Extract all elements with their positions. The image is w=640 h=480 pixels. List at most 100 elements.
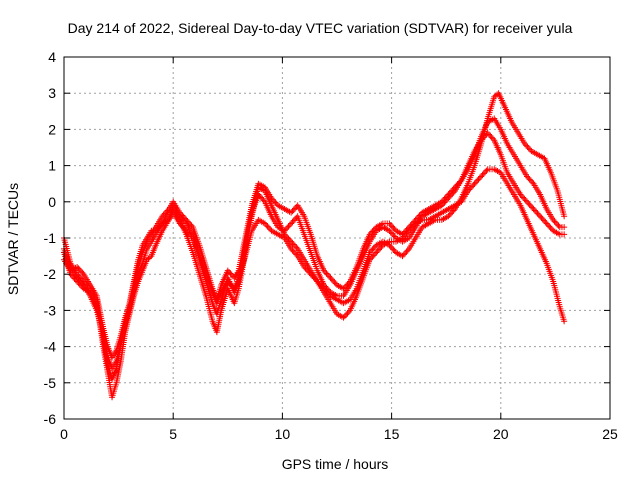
data-point <box>176 220 183 227</box>
data-point <box>226 269 233 276</box>
data-point <box>307 271 314 278</box>
data-point <box>404 225 411 232</box>
data-point <box>302 265 309 272</box>
data-point <box>403 248 410 255</box>
data-point <box>476 174 483 181</box>
data-point <box>527 177 534 184</box>
data-point <box>290 206 297 213</box>
data-point <box>524 143 531 150</box>
data-point <box>529 204 536 211</box>
y-tick-label: 4 <box>48 49 56 65</box>
data-point <box>551 218 558 225</box>
data-point <box>327 274 334 281</box>
data-point <box>445 195 452 202</box>
data-point <box>389 223 396 230</box>
data-point <box>446 193 453 200</box>
data-point <box>259 195 266 202</box>
data-point <box>552 219 559 226</box>
data-point <box>561 213 568 220</box>
data-point <box>547 224 554 231</box>
data-point <box>546 223 553 230</box>
y-tick-label: 0 <box>48 194 56 210</box>
data-point <box>369 246 376 253</box>
y-tick-label: -6 <box>44 411 57 427</box>
data-point <box>255 191 262 198</box>
data-point <box>303 266 310 273</box>
y-tick-label: -1 <box>44 230 57 246</box>
data-point <box>533 208 540 215</box>
y-tick-label: -2 <box>44 266 57 282</box>
data-point <box>79 280 86 287</box>
data-point <box>483 167 490 174</box>
data-point <box>286 221 293 228</box>
data-point <box>178 214 185 221</box>
data-point <box>387 221 394 228</box>
data-point <box>441 199 448 206</box>
data-point <box>324 271 331 278</box>
x-axis-label: GPS time / hours <box>281 456 389 472</box>
data-point <box>271 198 278 205</box>
data-point <box>408 221 415 228</box>
data-point <box>288 209 295 216</box>
data-point <box>323 270 330 277</box>
data-point <box>227 270 234 277</box>
data-point <box>527 203 534 210</box>
data-point <box>537 213 544 220</box>
data-point <box>281 227 288 234</box>
data-point <box>74 274 81 281</box>
x-tick-label: 15 <box>384 426 400 442</box>
y-tick-label: -3 <box>44 302 57 318</box>
data-point <box>285 223 292 230</box>
data-point <box>288 245 295 252</box>
data-point <box>368 248 375 255</box>
data-point <box>78 279 85 286</box>
data-point <box>468 183 475 190</box>
data-point <box>520 194 527 201</box>
data-point <box>292 250 299 257</box>
data-point <box>265 224 272 231</box>
data-point <box>374 248 381 255</box>
data-point <box>269 196 276 203</box>
data-point <box>472 179 479 186</box>
data-point <box>404 247 411 254</box>
data-point <box>386 220 393 227</box>
axis-ticks: 0 5 10 15 20 25 -6 -5 -4 -3 -2 -1 0 1 2 3 4 <box>44 49 618 442</box>
data-point <box>544 221 551 228</box>
data-point <box>480 170 487 177</box>
data-point <box>284 224 291 231</box>
data-point <box>400 251 407 258</box>
data-point <box>322 269 329 276</box>
data-point <box>309 272 316 279</box>
data-point <box>535 211 542 218</box>
data-point <box>76 277 83 284</box>
data-point <box>543 220 550 227</box>
data-point <box>264 223 271 230</box>
data-point <box>525 200 532 207</box>
data-point <box>373 249 380 256</box>
data-point <box>517 191 524 198</box>
data-point <box>487 132 494 139</box>
data-point <box>486 131 493 138</box>
data-point <box>387 229 394 236</box>
data-point <box>467 185 474 192</box>
data-point <box>550 216 557 223</box>
data-point <box>370 252 377 259</box>
data-point <box>306 269 313 276</box>
data-point <box>311 275 318 282</box>
data-point <box>407 222 414 229</box>
data-point <box>390 246 397 253</box>
data-point <box>478 173 485 180</box>
data-point <box>257 194 264 201</box>
data-point <box>471 180 478 187</box>
data-point <box>293 244 300 251</box>
data-point <box>375 246 382 253</box>
data-point <box>146 254 153 261</box>
series-track-3 <box>61 90 568 361</box>
data-point <box>344 310 351 317</box>
data-point <box>263 221 270 228</box>
x-tick-label: 10 <box>275 426 291 442</box>
data-point <box>542 219 549 226</box>
data-point <box>539 216 546 223</box>
data-point <box>322 283 329 290</box>
data-point <box>518 193 525 200</box>
